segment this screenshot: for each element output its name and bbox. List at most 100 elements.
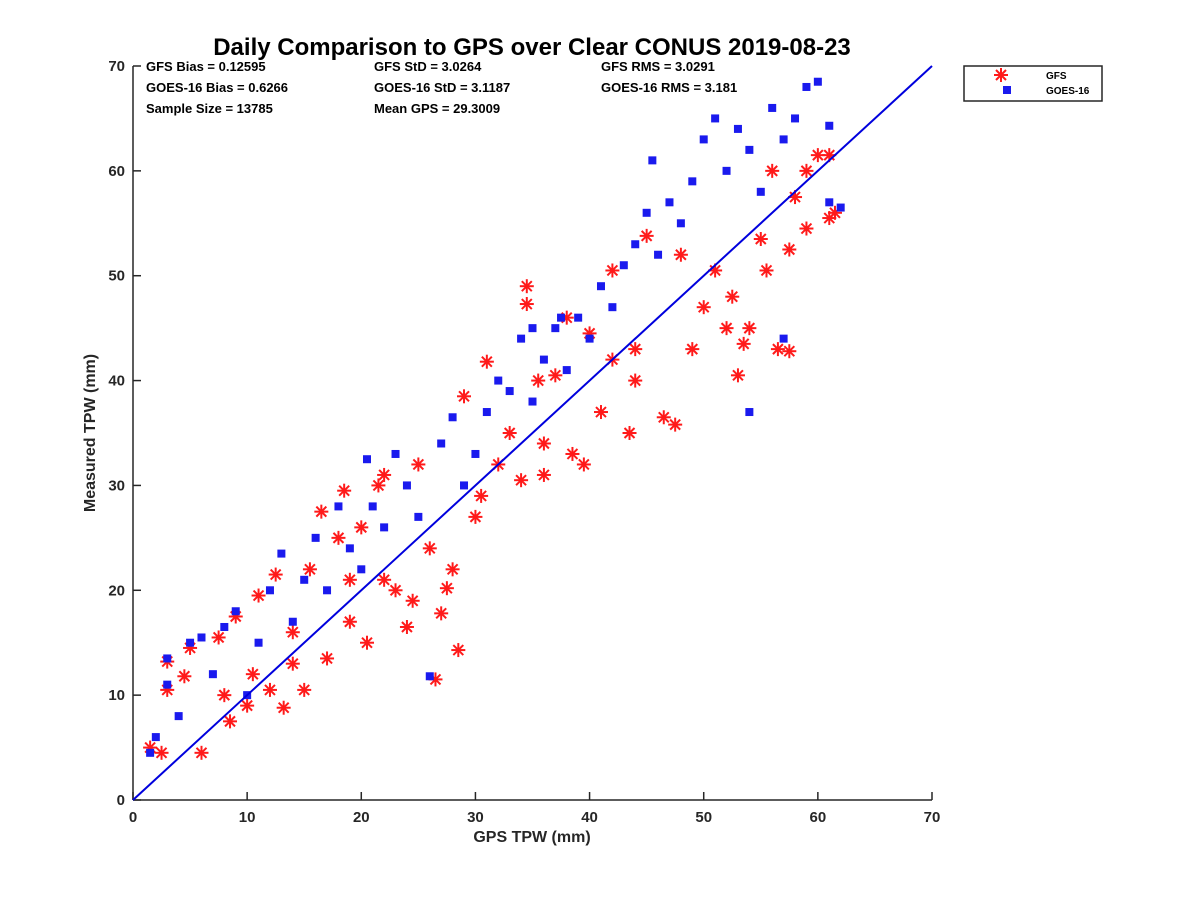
data-point-goes16 xyxy=(151,733,160,742)
data-point-gfs xyxy=(519,279,534,294)
reference-line-1to1 xyxy=(132,65,933,801)
y-ticks: 0 10 20 30 40 50 60 70 xyxy=(108,58,141,809)
y-tick-label: 70 xyxy=(108,58,125,75)
data-point-goes16 xyxy=(528,397,537,406)
x-tick-label: 20 xyxy=(353,809,370,826)
data-point-gfs xyxy=(314,504,329,519)
data-point-gfs xyxy=(782,242,797,257)
data-point-gfs xyxy=(622,426,637,440)
data-point-goes16 xyxy=(220,622,229,631)
data-point-goes16 xyxy=(471,449,480,458)
stat-gfs-rms: GFS RMS = 3.0291 xyxy=(601,59,715,74)
data-point-gfs xyxy=(536,436,551,451)
data-point-goes16 xyxy=(802,82,811,91)
data-point-gfs xyxy=(320,651,335,666)
data-point-goes16 xyxy=(574,313,583,322)
y-tick-label: 50 xyxy=(108,268,125,285)
data-point-gfs xyxy=(656,410,671,425)
data-point-gfs xyxy=(770,342,785,357)
stat-mean-gps: Mean GPS = 29.3009 xyxy=(374,101,500,116)
stat-gfs-bias: GFS Bias = 0.12595 xyxy=(146,59,266,74)
data-point-gfs xyxy=(736,336,751,351)
data-point-goes16 xyxy=(163,680,172,689)
data-point-gfs xyxy=(457,389,472,404)
data-point-gfs xyxy=(223,714,238,729)
data-point-gfs xyxy=(519,297,534,312)
data-point-goes16 xyxy=(494,376,503,385)
data-point-gfs xyxy=(217,688,232,703)
data-point-goes16 xyxy=(448,413,457,422)
data-point-goes16 xyxy=(208,670,217,679)
data-point-goes16 xyxy=(334,502,343,511)
data-point-gfs xyxy=(411,457,426,472)
data-point-gfs xyxy=(251,588,266,603)
data-point-gfs xyxy=(434,606,449,621)
data-point-goes16 xyxy=(517,334,526,343)
data-point-goes16 xyxy=(505,387,514,396)
x-tick-label: 40 xyxy=(581,809,598,826)
data-point-gfs xyxy=(354,520,369,535)
data-point-goes16 xyxy=(648,156,657,165)
data-point-gfs xyxy=(628,373,643,388)
data-point-gfs xyxy=(276,700,291,715)
stats-annotations: GFS Bias = 0.12595 GFS StD = 3.0264 GFS … xyxy=(146,59,737,116)
data-point-gfs xyxy=(268,567,283,582)
data-point-goes16 xyxy=(608,303,617,312)
data-point-gfs xyxy=(388,583,403,598)
data-point-goes16 xyxy=(231,607,240,616)
data-point-goes16 xyxy=(277,549,286,558)
data-point-goes16 xyxy=(619,261,628,270)
data-point-gfs xyxy=(782,344,797,359)
data-point-goes16 xyxy=(414,512,423,521)
data-point-goes16 xyxy=(722,166,731,175)
data-point-gfs xyxy=(565,446,580,461)
data-point-gfs xyxy=(177,669,192,684)
axis-lines xyxy=(132,66,932,801)
y-tick-label: 20 xyxy=(108,582,125,599)
data-point-goes16 xyxy=(265,586,274,595)
data-point-goes16 xyxy=(425,672,434,681)
data-point-gfs xyxy=(474,488,489,503)
y-tick-label: 0 xyxy=(117,792,125,809)
data-point-gfs xyxy=(719,321,734,336)
data-point-gfs xyxy=(371,478,386,493)
y-tick-label: 10 xyxy=(108,687,125,704)
data-point-goes16 xyxy=(791,114,800,123)
data-point-goes16 xyxy=(665,198,674,207)
data-point-gfs xyxy=(377,467,392,482)
data-point-gfs xyxy=(422,541,437,556)
data-point-gfs xyxy=(377,572,392,587)
series-goes-16 xyxy=(146,77,845,757)
data-point-goes16 xyxy=(631,240,640,249)
data-point-gfs xyxy=(262,682,277,697)
data-point-gfs xyxy=(759,263,774,278)
legend-marker-goes16 xyxy=(1003,86,1011,94)
data-point-goes16 xyxy=(254,638,263,647)
data-point-gfs xyxy=(302,562,317,577)
data-point-goes16 xyxy=(288,617,297,626)
data-point-gfs xyxy=(753,232,768,247)
data-point-gfs xyxy=(605,263,620,278)
data-point-goes16 xyxy=(482,408,491,417)
data-point-gfs xyxy=(479,354,494,369)
data-point-gfs xyxy=(810,148,825,163)
data-point-gfs xyxy=(297,682,312,697)
data-point-gfs xyxy=(593,405,608,420)
data-point-gfs xyxy=(399,619,414,634)
data-point-gfs xyxy=(628,342,643,357)
data-point-goes16 xyxy=(551,324,560,333)
data-point-goes16 xyxy=(596,282,605,291)
data-point-gfs xyxy=(405,593,420,608)
stat-goes16-std: GOES-16 StD = 3.1187 xyxy=(374,80,510,95)
data-point-gfs xyxy=(211,630,226,645)
data-point-gfs xyxy=(576,457,591,472)
legend-marker-gfs xyxy=(994,68,1008,82)
chart-title: Daily Comparison to GPS over Clear CONUS… xyxy=(213,34,851,61)
data-point-goes16 xyxy=(380,523,389,532)
legend-label-goes16: GOES-16 xyxy=(1046,86,1090,97)
x-tick-label: 30 xyxy=(467,809,484,826)
data-point-goes16 xyxy=(163,654,172,663)
data-point-gfs xyxy=(194,745,209,760)
data-point-goes16 xyxy=(825,198,834,207)
